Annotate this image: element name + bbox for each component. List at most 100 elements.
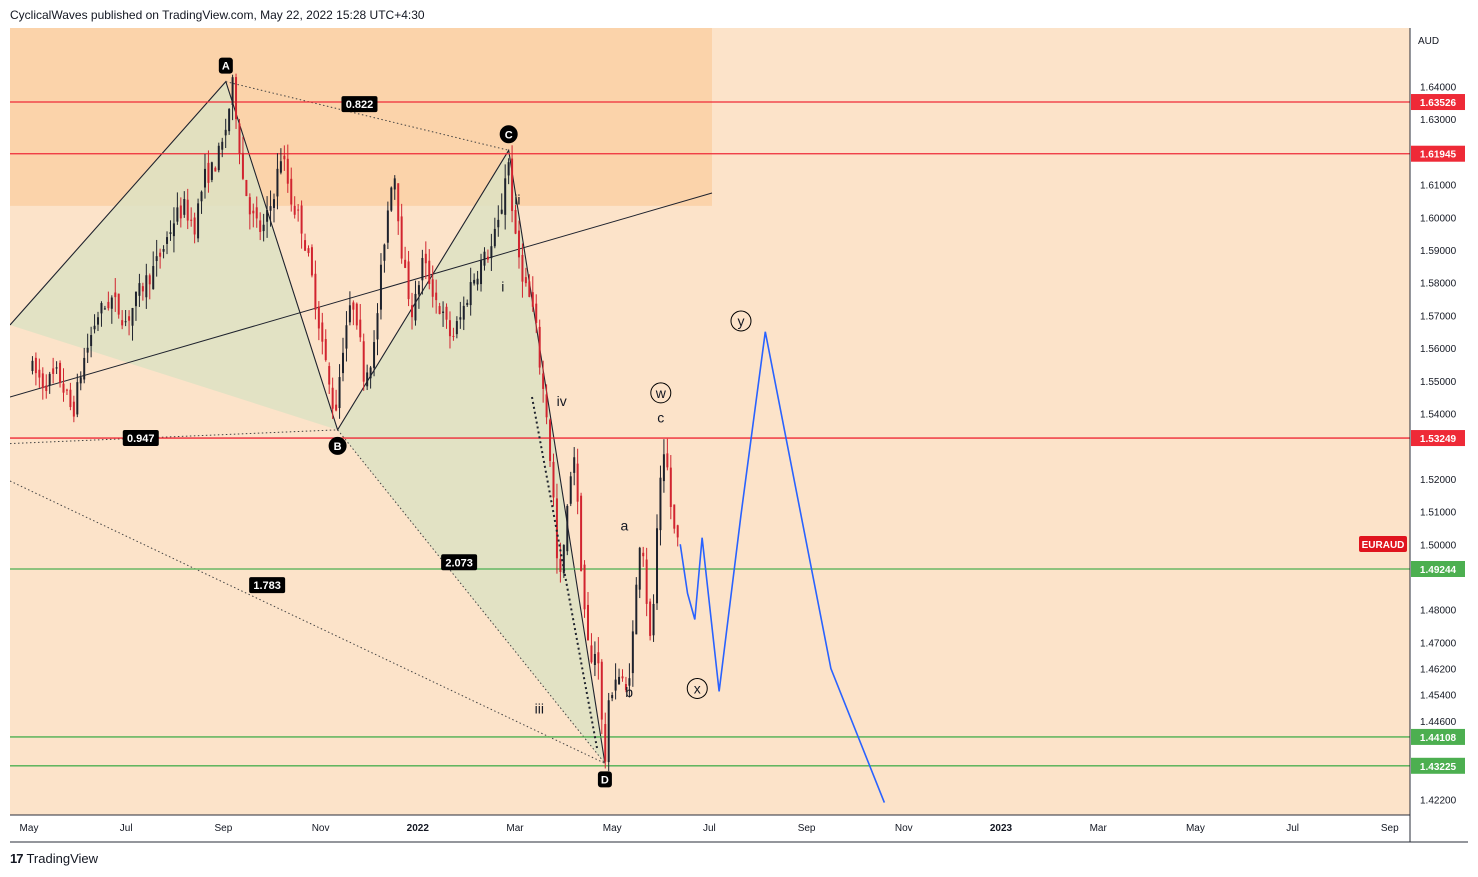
- candle-body: [310, 247, 313, 276]
- candle-body: [442, 311, 445, 313]
- candle-body: [276, 168, 279, 197]
- candle-body: [576, 463, 579, 502]
- ratio-label: 0.822: [346, 99, 374, 111]
- candle-body: [128, 316, 131, 321]
- level-price-label: 1.61945: [1420, 150, 1457, 161]
- candle-body: [293, 205, 296, 215]
- candle-body: [373, 342, 376, 368]
- x-tick-label: Jul: [1286, 823, 1299, 834]
- candle-body: [321, 322, 324, 342]
- y-tick-label: 1.57000: [1420, 311, 1457, 322]
- candle-body: [304, 240, 307, 251]
- candle-body: [55, 367, 58, 369]
- candle-body: [642, 552, 645, 557]
- candle-body: [300, 205, 303, 234]
- pattern-point-badge: [499, 125, 518, 144]
- candle-body: [621, 676, 624, 679]
- candle-body: [597, 652, 600, 664]
- candle-body: [631, 631, 634, 674]
- publisher-header: CyclicalWaves published on TradingView.c…: [10, 8, 425, 22]
- candle-body: [121, 320, 124, 326]
- candle-body: [100, 303, 103, 314]
- candle-body: [500, 209, 503, 214]
- level-price-tag[interactable]: [1411, 757, 1465, 774]
- y-tick-label: 1.60000: [1420, 213, 1457, 224]
- candle-body: [252, 210, 255, 214]
- candle-body: [549, 419, 552, 461]
- candle-body: [531, 292, 534, 307]
- projection-path: [679, 331, 886, 803]
- ratio-badge: [249, 577, 286, 594]
- candle-body: [562, 545, 565, 574]
- x-tick-label: Jul: [703, 823, 716, 834]
- level-price-tag[interactable]: [1411, 728, 1465, 745]
- ratio-line-bd: [337, 429, 606, 764]
- level-price-tag[interactable]: [1411, 430, 1465, 447]
- candle-body: [266, 209, 269, 222]
- candle-body: [486, 256, 489, 260]
- candle-body: [652, 603, 655, 636]
- level-price-tag[interactable]: [1411, 145, 1465, 162]
- candle-body: [586, 604, 589, 641]
- pattern-point-badge: [218, 57, 233, 74]
- candle-body: [272, 199, 275, 208]
- candle-body: [328, 366, 331, 385]
- candle-body: [348, 305, 351, 323]
- candle-body: [259, 220, 262, 232]
- candle-body: [93, 325, 96, 330]
- level-price-tag[interactable]: [1411, 94, 1465, 111]
- candle-body: [649, 601, 652, 636]
- candle-body: [397, 183, 400, 222]
- y-tick-label: 1.58000: [1420, 279, 1457, 290]
- x-tick-label: Mar: [1090, 823, 1108, 834]
- candle-body: [79, 377, 82, 384]
- candle-body: [214, 167, 217, 172]
- candle-body: [386, 210, 389, 243]
- ratio-badge: [122, 430, 159, 447]
- wave-label: ii: [514, 191, 520, 207]
- candle-body: [379, 264, 382, 310]
- candle-body: [159, 252, 162, 257]
- pattern-point-label: B: [334, 441, 342, 453]
- candle-body: [172, 223, 175, 237]
- candle-body: [76, 382, 79, 415]
- ratio-line-ac: [225, 81, 509, 151]
- y-tick-label: 1.64000: [1420, 83, 1457, 94]
- candle-body: [593, 653, 596, 665]
- y-tick-label: 1.45400: [1420, 691, 1457, 702]
- candle-body: [542, 373, 545, 389]
- footer-branding[interactable]: 17 TradingView: [10, 851, 98, 866]
- candle-body: [286, 158, 289, 184]
- candle-body: [611, 695, 614, 699]
- candle-body: [190, 219, 193, 221]
- y-tick-label: 1.63000: [1420, 115, 1457, 126]
- candle-body: [355, 303, 358, 326]
- candle-body: [428, 260, 431, 285]
- level-price-label: 1.43225: [1420, 762, 1457, 773]
- candle-body: [72, 401, 75, 417]
- axis-layer[interactable]: May Jul Sep Nov 2022 Mar May Jul Sep Nov 2023 Mar Ma…: [20, 83, 1465, 834]
- x-tick-label: 2022: [407, 823, 430, 834]
- candle-body: [248, 197, 251, 215]
- candle-body: [493, 228, 496, 247]
- candle-body: [145, 275, 148, 298]
- candle-body: [645, 559, 648, 604]
- candle-body: [573, 457, 576, 473]
- candle-body: [459, 317, 462, 320]
- candle-body: [169, 232, 172, 235]
- y-tick-label: 1.42200: [1420, 795, 1457, 806]
- brand-name: TradingView: [26, 851, 99, 866]
- candle-body: [221, 141, 224, 150]
- candle-body: [676, 525, 679, 538]
- candle-body: [38, 369, 41, 378]
- wave-label-circle: [686, 677, 708, 699]
- candle-body: [400, 216, 403, 259]
- y-tick-label: 1.44600: [1420, 717, 1457, 728]
- level-price-label: 1.63526: [1420, 98, 1457, 109]
- candle-body: [138, 283, 141, 296]
- candle-body: [604, 724, 607, 762]
- wave-label: x: [694, 680, 701, 696]
- level-price-tag[interactable]: [1411, 560, 1465, 577]
